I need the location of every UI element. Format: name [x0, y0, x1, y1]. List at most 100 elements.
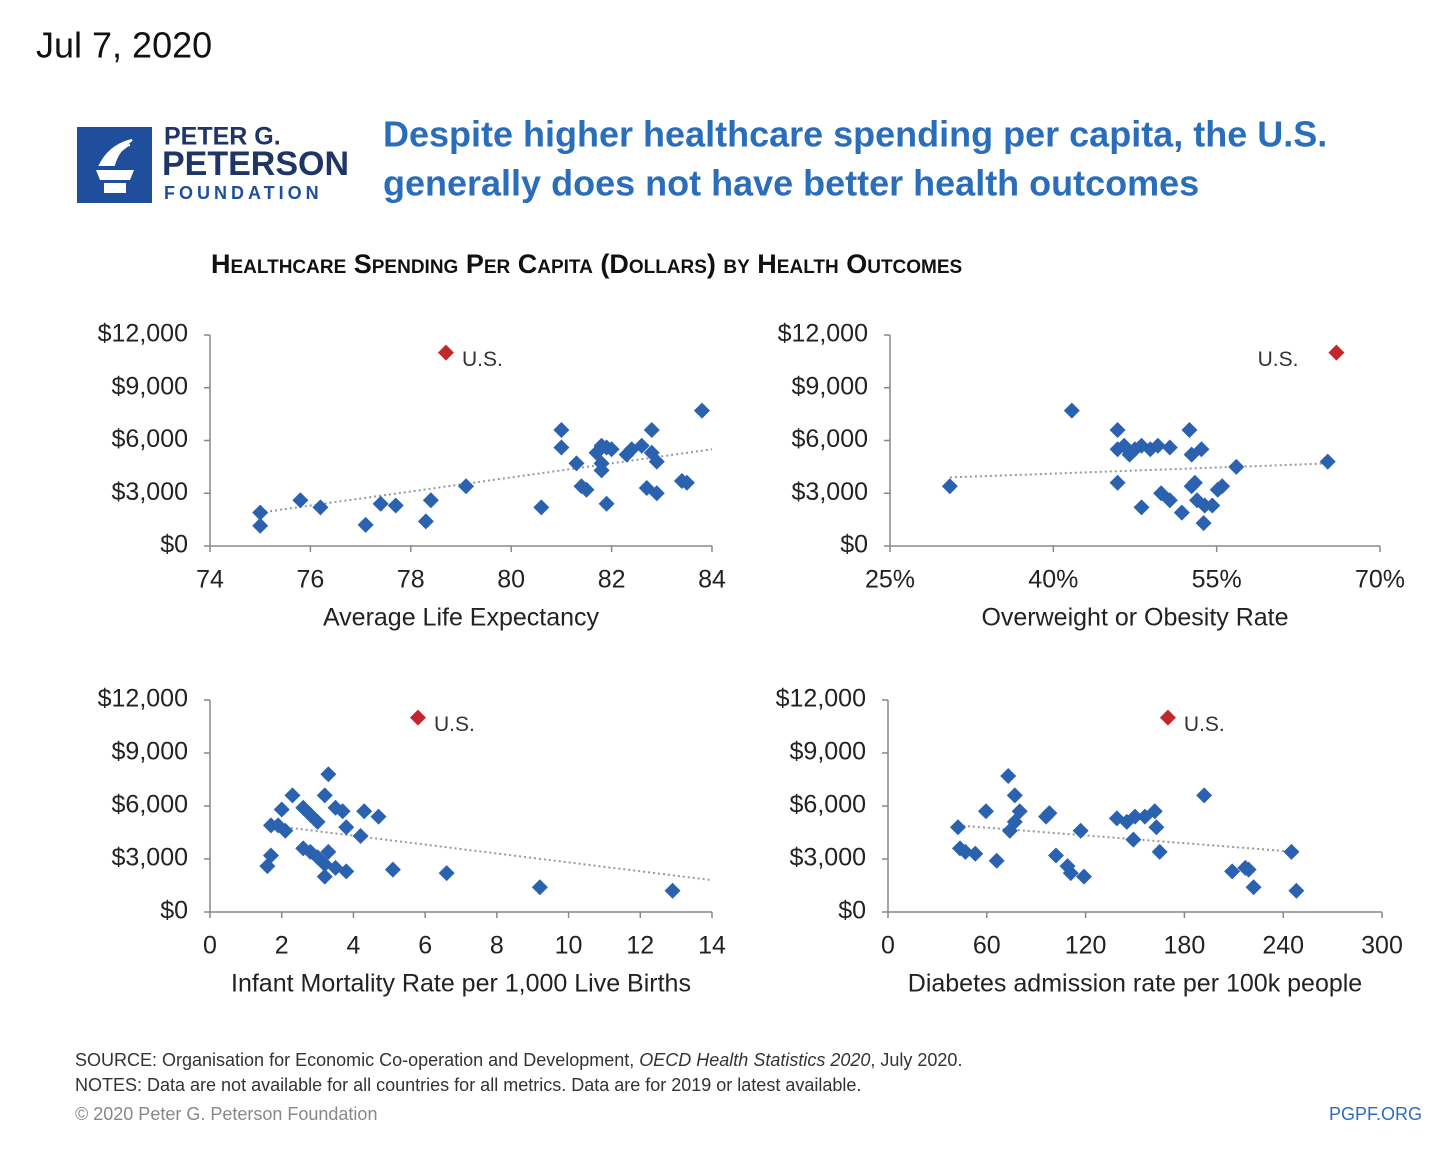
point: [252, 517, 269, 534]
point: [1288, 882, 1305, 899]
point: [320, 843, 337, 860]
y-tick-label: $3,000: [792, 478, 868, 506]
x-tick-label: 82: [598, 566, 626, 594]
point: [1109, 474, 1126, 491]
panel: $0 $3,000 $6,000 $9,000 $12,000 25% 40% 55% 70% O…: [778, 320, 1405, 632]
point: [648, 485, 665, 502]
y-tick-label: $12,000: [776, 685, 866, 713]
point: [1319, 453, 1336, 470]
point: [553, 439, 570, 456]
point: [458, 478, 475, 495]
point: [1047, 847, 1064, 864]
x-tick-label: 14: [698, 932, 726, 960]
x-axis-label: Diabetes admission rate per 100k people: [908, 970, 1362, 998]
point: [372, 495, 389, 512]
y-tick-label: $6,000: [112, 425, 188, 453]
x-tick-label: 4: [346, 932, 360, 960]
point: [553, 421, 570, 438]
point: [1072, 822, 1089, 839]
x-tick-label: 180: [1164, 932, 1206, 960]
x-tick-label: 10: [555, 932, 583, 960]
logo-torch: [96, 170, 134, 193]
y-tick-label: $9,000: [112, 738, 188, 766]
x-tick-label: 80: [497, 566, 525, 594]
point: [1011, 803, 1028, 820]
point: [957, 843, 974, 860]
y-tick-label: $3,000: [112, 478, 188, 506]
point: [593, 462, 610, 479]
headline: Despite higher healthcare spending per c…: [383, 114, 1327, 155]
site-url[interactable]: PGPF.ORG: [1329, 1104, 1422, 1124]
y-tick-label: $9,000: [792, 372, 868, 400]
trend-line: [270, 824, 713, 882]
x-tick-label: 84: [698, 566, 726, 594]
panel: $0 $3,000 $6,000 $9,000 $12,000 74 76 78 80 82 84 A…: [98, 320, 726, 632]
point: [678, 474, 695, 491]
highlight-point: [1328, 344, 1345, 361]
point: [533, 499, 550, 516]
x-tick-label: 76: [296, 566, 324, 594]
point: [352, 828, 369, 845]
y-tick-label: $3,000: [790, 844, 866, 872]
point: [1193, 441, 1210, 458]
point: [1149, 437, 1166, 454]
point: [633, 437, 650, 454]
point: [338, 819, 355, 836]
point: [320, 766, 337, 783]
x-tick-label: 300: [1361, 932, 1403, 960]
point: [1283, 843, 1300, 860]
point: [967, 845, 984, 862]
x-axis-label: Overweight or Obesity Rate: [981, 604, 1288, 632]
point: [316, 868, 333, 885]
point: [603, 441, 620, 458]
y-tick-label: $9,000: [790, 738, 866, 766]
y-tick-label: $0: [840, 531, 868, 559]
x-tick-label: 8: [490, 932, 504, 960]
point: [578, 481, 595, 498]
point: [1133, 499, 1150, 516]
x-tick-label: 0: [203, 932, 217, 960]
point: [1161, 439, 1178, 456]
point: [693, 402, 710, 419]
point: [1041, 805, 1058, 822]
x-tick-label: 12: [626, 932, 654, 960]
date: Jul 7, 2020: [36, 25, 212, 66]
point: [316, 787, 333, 804]
x-tick-label: 240: [1262, 932, 1304, 960]
point: [1181, 421, 1198, 438]
y-tick-label: $3,000: [112, 844, 188, 872]
point: [422, 492, 439, 509]
highlight-point: [409, 709, 426, 726]
point: [262, 847, 279, 864]
point: [664, 882, 681, 899]
point: [292, 492, 309, 509]
point: [648, 453, 665, 470]
point: [338, 863, 355, 880]
point: [357, 516, 374, 533]
point: [1151, 843, 1168, 860]
source-text: SOURCE: Organisation for Economic Co-ope…: [75, 1050, 639, 1070]
y-tick-label: $0: [160, 897, 188, 925]
logo: PETER G. PETERSON FOUNDATION: [77, 123, 349, 203]
y-tick-label: $6,000: [792, 425, 868, 453]
point: [312, 499, 329, 516]
logo-text: PETERSON: [162, 145, 349, 183]
trend-line: [949, 462, 1330, 479]
point: [941, 478, 958, 495]
notes: NOTES: Data are not available for all co…: [75, 1075, 861, 1095]
x-tick-label: 55%: [1192, 566, 1242, 594]
y-tick-label: $0: [838, 897, 866, 925]
y-tick-label: $6,000: [790, 791, 866, 819]
highlight-point: [437, 344, 454, 361]
point: [1161, 492, 1178, 509]
point: [1125, 831, 1142, 848]
point: [1006, 787, 1023, 804]
copyright: © 2020 Peter G. Peterson Foundation: [75, 1104, 377, 1124]
point: [309, 813, 326, 830]
point: [417, 513, 434, 530]
point: [1000, 767, 1017, 784]
point: [1204, 497, 1221, 514]
point: [1196, 787, 1213, 804]
highlight-label: U.S.: [1258, 348, 1299, 371]
